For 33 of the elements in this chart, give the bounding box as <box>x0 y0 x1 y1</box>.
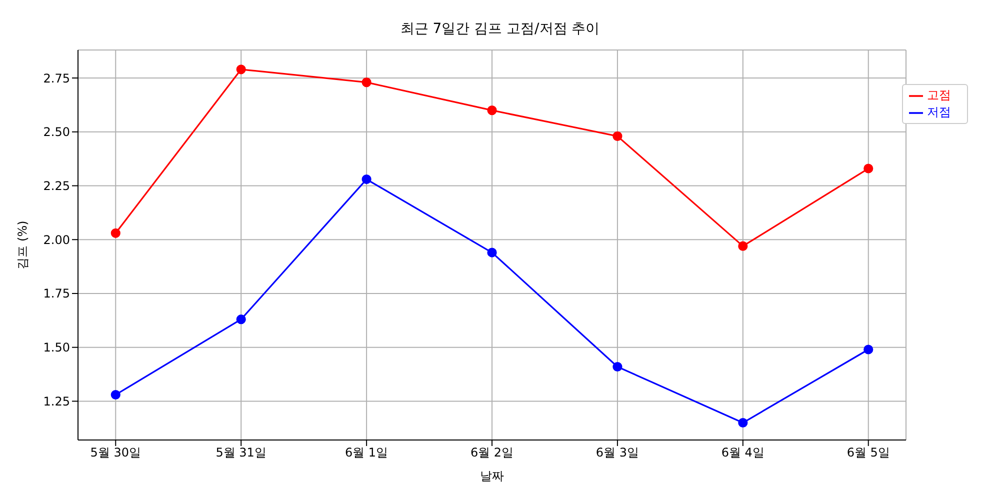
point <box>612 131 622 141</box>
point <box>362 174 372 184</box>
x-axis-title: 날짜 <box>480 469 504 483</box>
point <box>110 228 120 238</box>
x-tick-label: 5월 31일 <box>216 446 266 460</box>
y-tick-label: 2.75 <box>43 71 70 86</box>
y-tick-label: 1.75 <box>43 286 70 301</box>
legend-label: 고점 <box>927 88 951 102</box>
point <box>236 64 246 74</box>
y-tick-label: 1.25 <box>43 394 70 408</box>
chart-title: 최근 7일간 김프 고점/저점 추이 <box>399 20 601 39</box>
point <box>738 418 748 428</box>
x-tick-label: 6월 5일 <box>846 446 890 460</box>
point <box>738 241 748 251</box>
x-tick-label: 6월 2일 <box>470 446 514 460</box>
x-tick-label: 6월 3일 <box>596 446 639 460</box>
y-axis-title: 김프 (%) <box>15 220 30 270</box>
point <box>487 106 497 116</box>
point <box>362 78 372 88</box>
x-tick-label: 6월 4일 <box>721 446 764 460</box>
point <box>612 362 622 372</box>
point <box>110 390 120 400</box>
point <box>236 314 246 324</box>
y-tick-label: 2.25 <box>43 179 70 194</box>
x-tick-label: 6월 1일 <box>345 446 388 460</box>
point <box>864 164 874 174</box>
legend-label: 저점 <box>927 105 951 119</box>
y-tick-label: 1.50 <box>43 340 70 355</box>
x-tick-label: 5월 30일 <box>90 446 141 460</box>
y-tick-label: 2.50 <box>43 125 70 140</box>
point <box>487 248 497 258</box>
point <box>864 344 874 354</box>
y-tick-label: 2.00 <box>43 232 70 247</box>
